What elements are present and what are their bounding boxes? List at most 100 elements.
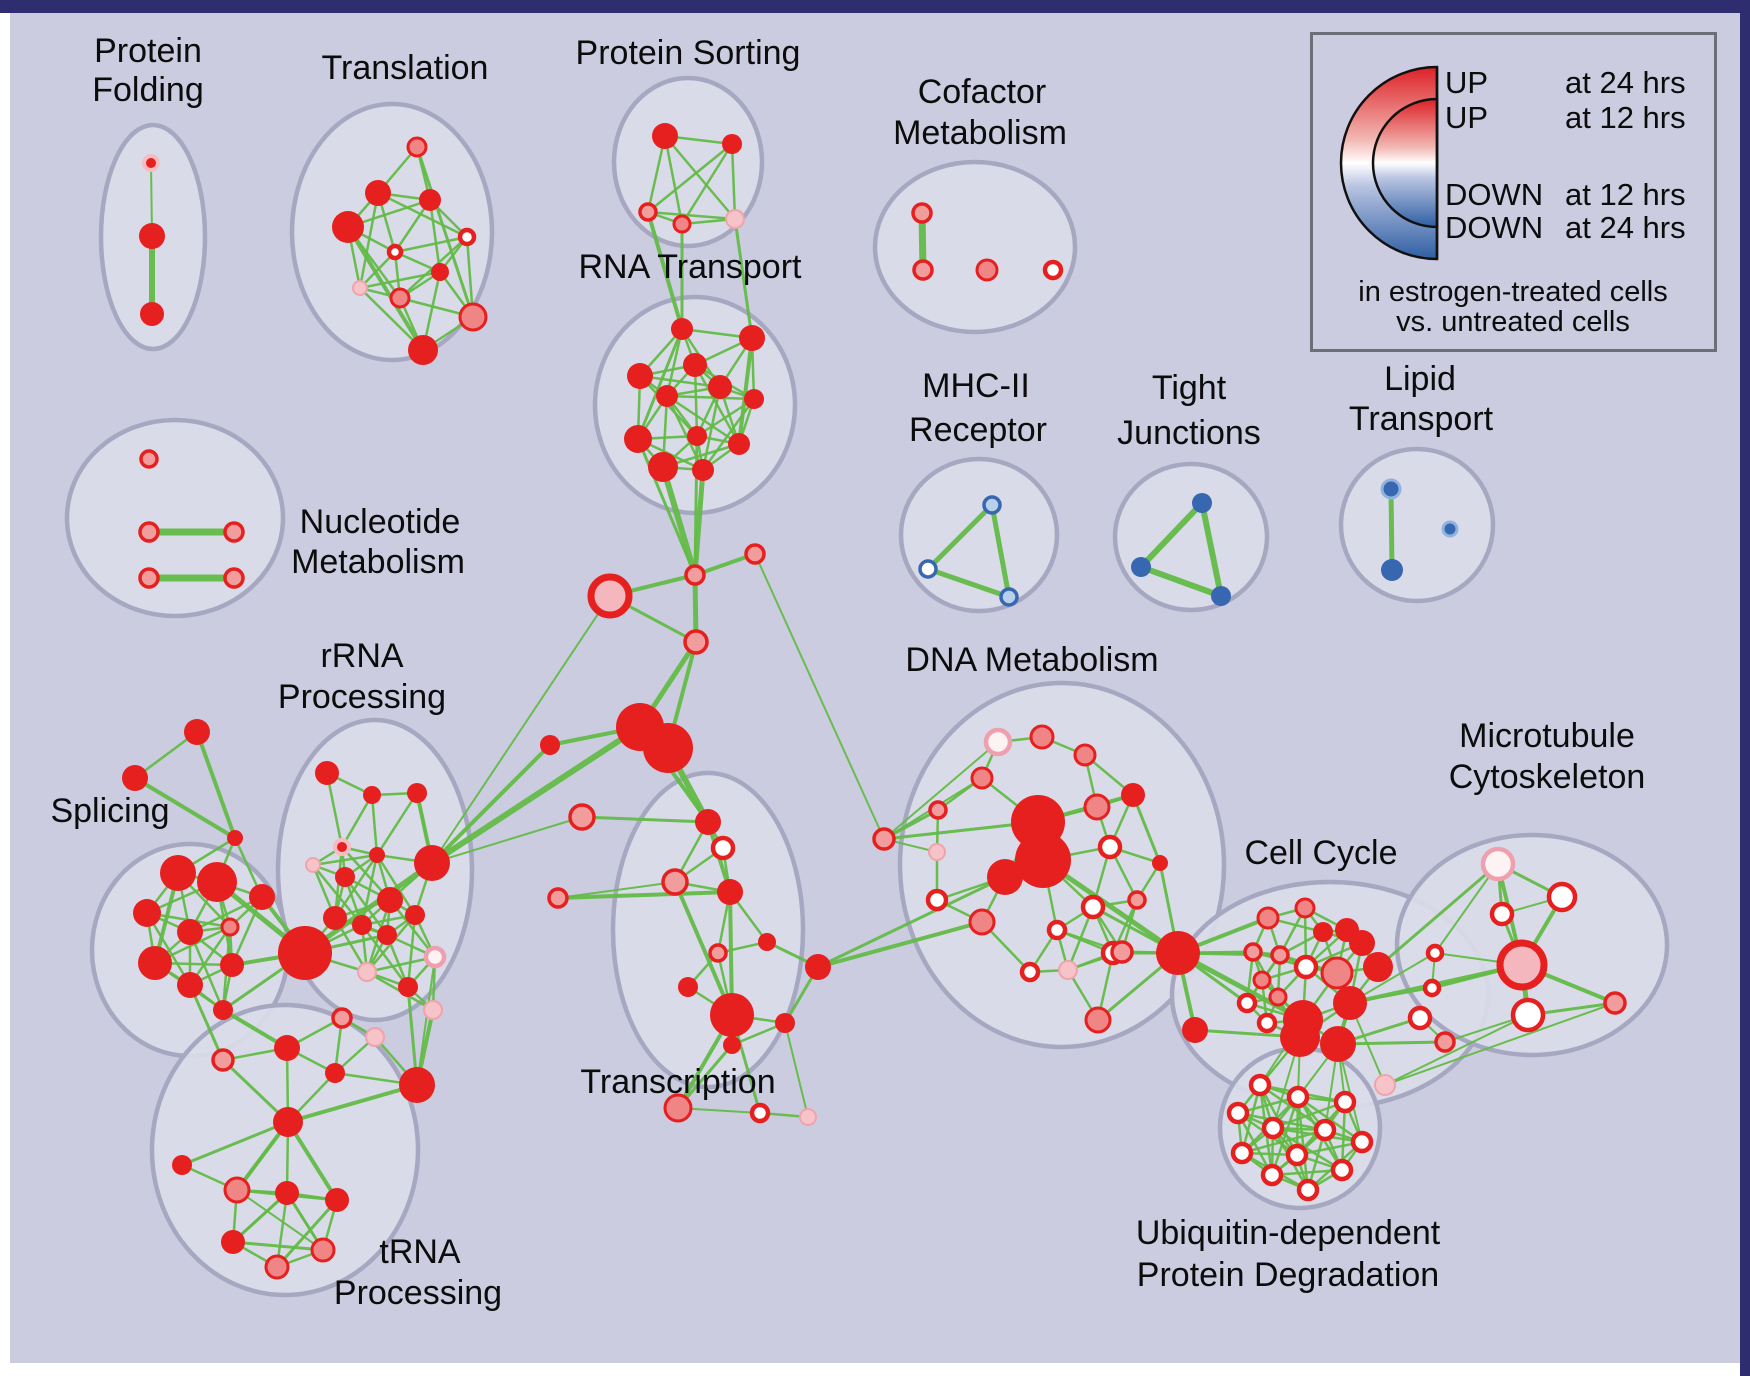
node-rt-5 [656,385,678,407]
cluster-lt-ellipse [1338,446,1496,604]
cluster-pf-label-0: Protein [94,32,202,70]
node-ub-7 [1230,1141,1254,1165]
edge-link [431,816,583,864]
edge-rt [701,397,756,472]
legend-glyph [1339,65,1439,261]
node-cn-2 [587,573,633,619]
edge-rt [701,385,722,472]
edge-link [816,920,984,969]
edge-rr [311,853,379,867]
edge-link [693,434,699,577]
edge-rt [665,394,756,401]
edge-rr [406,913,417,989]
edge-tn [286,1083,419,1124]
node-cy-9 [1320,956,1354,990]
node-cy-8 [1293,954,1319,980]
edge-tr [415,145,475,319]
node-lt-0 [1380,478,1402,500]
node-cy-1 [1294,897,1316,919]
node-cn-13 [1374,1074,1396,1096]
node-mt-7 [1603,991,1627,1015]
edge-sp [133,776,237,840]
node-sp-12 [213,1000,233,1020]
cluster-ub-label-1: Protein Degradation [1137,1256,1439,1294]
edge-sp [188,930,225,1012]
node-dm-7 [1015,832,1071,888]
node-nm-1 [138,521,160,543]
edge-rr [311,863,364,927]
cluster-lt-label-1: Transport [1349,400,1494,438]
node-rr-0 [315,761,339,785]
node-cy-11 [1268,987,1288,1007]
node-rr-2 [407,783,427,803]
edge-rr [340,793,374,849]
edge-link [429,724,643,866]
node-tn-5 [221,1230,245,1254]
node-tx-12 [799,1108,817,1126]
node-ps-3 [672,214,692,234]
cluster-co-label-1: Metabolism [893,114,1067,152]
edge-link [188,983,225,1062]
legend-row-2-state: DOWN [1445,177,1543,212]
edge-tx [673,880,734,1017]
node-ub-4 [1261,1116,1285,1140]
edge-ub [1271,1126,1344,1172]
node-rr-14 [357,962,377,982]
node-cy-2 [1313,922,1333,942]
edge-link [660,464,698,578]
node-tn-4 [325,1188,349,1212]
cluster-co-ellipse [872,159,1078,335]
cluster-tj-label-0: Tight [1152,369,1227,407]
node-tx-2 [661,868,689,896]
edge-tr [346,225,425,352]
edge-link [816,875,1007,969]
edge-mh [925,502,995,572]
node-ub-9 [1330,1158,1354,1182]
node-dm-1 [1029,724,1055,750]
node-rr-5 [369,847,385,863]
node-sp-5 [133,899,161,927]
node-tr-9 [458,302,488,332]
node-ub-5 [1313,1118,1337,1142]
node-tr-1 [365,180,391,206]
edge-tr [428,198,442,274]
edge-rt [636,327,684,441]
node-cy-6 [1243,942,1263,962]
node-tx-3 [717,879,743,905]
node-tr-2 [419,189,441,211]
node-tr-4 [457,227,477,247]
node-dm-11 [968,908,996,936]
cluster-mh-label-0: MHC-II [922,367,1030,405]
edge-link [646,210,684,331]
node-dm-13 [1080,894,1106,920]
node-nm-4 [223,567,245,589]
node-tr-8 [389,287,411,309]
cluster-lt-label-0: Lipid [1384,360,1456,398]
node-lt-1 [1381,559,1403,581]
legend-row-3-time: at 24 hrs [1565,210,1686,245]
node-rr-11 [352,915,372,935]
edge-link [557,881,676,899]
node-mt-3 [1425,943,1445,963]
node-sp-3 [160,855,196,891]
node-rr-9 [405,905,425,925]
node-dm-14 [1046,919,1068,941]
cluster-mh-label-1: Receptor [909,411,1047,449]
cluster-ps-label-0: Protein Sorting [576,34,801,72]
edge-link [1384,1002,1616,1086]
node-sp-1 [122,765,148,791]
node-cy-4 [1349,930,1375,956]
node-tn-6 [310,1237,336,1263]
node-mt-8 [1407,1005,1433,1031]
node-mh-0 [982,495,1002,515]
edge-tr [358,270,442,290]
node-sp-10 [220,953,244,977]
edge-ub [1240,1128,1327,1155]
cluster-tn-label-0: tRNA [379,1233,461,1271]
node-rr-3 [333,838,351,856]
edge-ps [646,210,737,221]
edge-dm [1131,793,1162,865]
node-cy-13 [1256,1012,1278,1034]
edge-tn [275,1198,339,1269]
node-ps-1 [722,134,742,154]
